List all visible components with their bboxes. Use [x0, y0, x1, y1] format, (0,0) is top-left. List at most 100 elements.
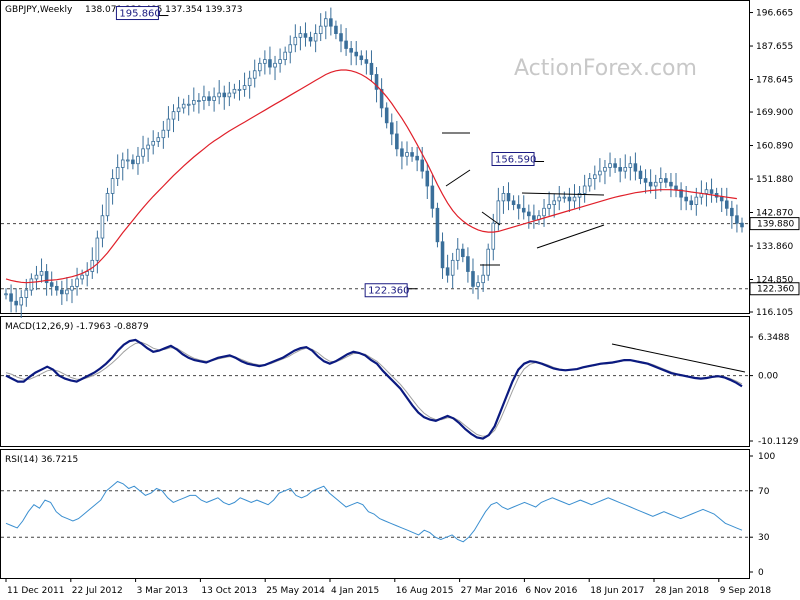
price-candle-body	[618, 167, 622, 172]
price-annotation-box	[491, 152, 535, 167]
price-candle-body	[740, 222, 744, 228]
price-candle-body	[603, 167, 607, 172]
price-candle-body	[384, 107, 389, 124]
price-candle-body	[658, 178, 663, 183]
price-candle-body	[587, 178, 592, 187]
triangle-top-2016	[481, 211, 501, 226]
price-candle-body	[354, 51, 359, 57]
price-candle-body	[136, 155, 140, 165]
price-candle-body	[496, 200, 501, 224]
price-candle-body	[613, 163, 617, 168]
x-tick-label: 4 Jan 2015	[331, 586, 379, 596]
price-candle-body	[313, 33, 318, 42]
price-candle-body	[400, 148, 404, 157]
rsi-y-tick-label: 100	[758, 452, 775, 462]
price-candle-body	[288, 44, 293, 53]
price-y-tick-label: 142.870	[756, 209, 793, 219]
price-annotation-label: 122.360	[368, 286, 409, 297]
price-candle-body	[542, 207, 546, 217]
price-candle-body	[19, 297, 24, 306]
price-candle-body	[415, 155, 419, 161]
price-candle-body	[192, 100, 196, 105]
price-candle-body	[623, 167, 628, 172]
rsi-line	[5, 480, 743, 543]
x-tick-label: 16 Aug 2015	[396, 586, 454, 596]
price-candle-body	[207, 96, 211, 101]
macd-main-line	[5, 338, 743, 440]
price-panel-frame	[0, 0, 750, 314]
price-candle-body	[161, 129, 166, 139]
macd-y-tick-label: -10.1129	[758, 437, 799, 447]
x-tick-label: 3 Mar 2013	[137, 586, 188, 596]
price-candle-body	[105, 193, 110, 217]
price-candle-body	[80, 274, 84, 280]
price-candle-body	[709, 189, 714, 194]
price-candle-body	[323, 18, 328, 27]
price-candle-body	[633, 163, 638, 172]
price-candle-body	[24, 289, 29, 298]
price-candle-body	[4, 293, 8, 296]
price-candle-body	[461, 248, 465, 258]
price-candle-body	[298, 33, 303, 38]
price-candle-body	[308, 36, 313, 42]
price-candle-body	[166, 118, 171, 131]
price-candle-body	[643, 178, 648, 183]
price-y-axis: 196.665 187.655 178.645 169.900 160.890 151.8…	[749, 9, 793, 318]
price-candle-body	[176, 107, 181, 113]
price-annotation-box	[115, 6, 159, 21]
price-candle-body	[318, 25, 323, 34]
price-candle-body	[598, 170, 602, 176]
price-candle-body	[628, 163, 633, 168]
macd-lines	[5, 338, 743, 440]
price-candle-body	[653, 181, 658, 187]
price-candle-body	[593, 174, 597, 179]
macd-y-tick-label: 0.00	[758, 372, 778, 382]
price-candle-body	[359, 55, 364, 61]
price-candle-body	[379, 88, 384, 109]
price-candle-body	[95, 237, 100, 261]
price-candle-body	[511, 200, 516, 205]
x-tick-label: 28 Jan 2018	[655, 586, 709, 596]
price-candle-body	[283, 51, 287, 61]
price-label-text: 139.880	[757, 220, 794, 230]
price-candle-body	[516, 204, 521, 209]
price-candle-body	[689, 200, 694, 205]
x-axis: 11 Dec 2011 22 Jul 2012 3 Mar 2013 13 Oct 2…	[5, 578, 772, 596]
price-y-tick-label: 124.850	[756, 275, 793, 285]
price-candle-body	[151, 140, 155, 146]
price-candle-body	[44, 271, 49, 284]
price-candle-body	[410, 152, 414, 157]
rsi-y-tick-label: 0	[758, 568, 764, 578]
price-candle-body	[54, 285, 59, 291]
price-candle-body	[222, 92, 227, 98]
price-y-tick-label: 116.105	[756, 308, 793, 318]
price-candle-body	[334, 25, 338, 34]
chart-symbol-title: GBPJPY,Weekly	[5, 5, 73, 15]
x-tick-label: 9 Sep 2018	[720, 586, 772, 596]
price-candle-body	[562, 196, 567, 199]
price-candle-body	[405, 152, 409, 157]
price-candle-body	[197, 100, 201, 102]
price-candle-body	[146, 144, 150, 150]
price-labels: 139.880 122.360	[749, 217, 800, 296]
rsi-panel-frame	[0, 449, 750, 579]
price-candle-body	[476, 282, 480, 287]
price-ma-line	[5, 69, 737, 284]
price-candle-body	[532, 215, 536, 220]
price-candle-body	[638, 170, 643, 179]
rsi-y-axis: 100 70 30 0	[749, 452, 775, 578]
price-candle-body	[293, 36, 298, 46]
price-candle-body	[704, 189, 709, 194]
price-candle-body	[506, 193, 511, 202]
watermark: ActionForex.com	[514, 56, 697, 81]
price-candle-body	[273, 62, 277, 68]
price-candle-body	[557, 196, 562, 202]
rsi-y-tick-label: 30	[758, 533, 770, 543]
triangle-bottom-2017	[536, 224, 605, 249]
price-candle-body	[395, 133, 399, 150]
price-candle-body	[669, 181, 673, 187]
price-candle-body	[258, 62, 262, 72]
price-candle-body	[156, 137, 161, 142]
chart-ohlc: 138.071 139.485 137.354 139.373	[85, 5, 242, 15]
